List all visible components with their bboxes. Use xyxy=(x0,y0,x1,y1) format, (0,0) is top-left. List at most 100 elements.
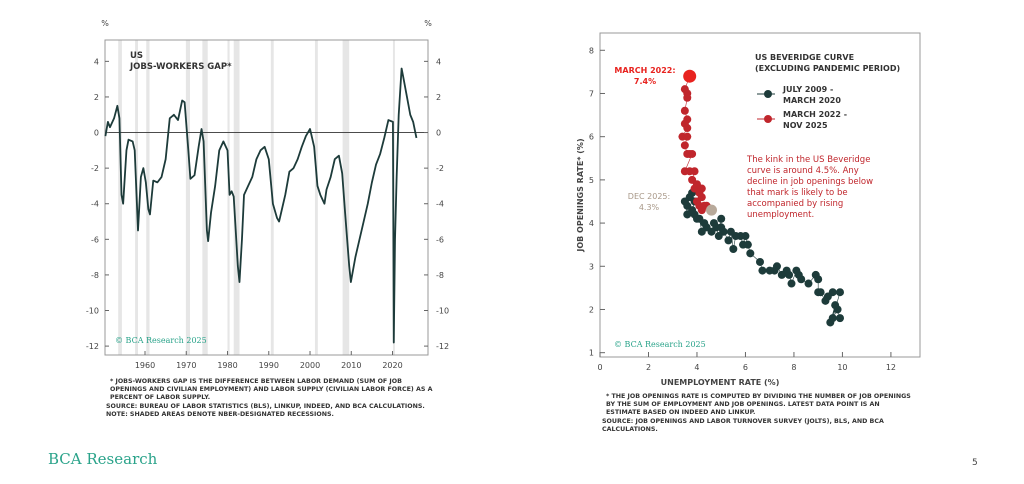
annotation-march-2022: MARCH 2022: xyxy=(614,66,675,75)
point-march-2022 xyxy=(683,69,697,83)
point-2022-2025 xyxy=(697,206,706,215)
left-note-source: SOURCE: BUREAU OF LABOR STATISTICS (BLS)… xyxy=(106,402,425,410)
y-tick-label-right: -2 xyxy=(436,164,444,173)
y-tick-label-right: -12 xyxy=(436,342,449,351)
y-tick-label-left: -4 xyxy=(91,200,99,209)
y-tick-label-left: -8 xyxy=(91,271,99,280)
recession-band xyxy=(185,40,190,355)
point-2009-2020 xyxy=(787,279,796,288)
y-tick-label-right: 2 xyxy=(436,93,441,102)
watermark: © BCA Research 2025 xyxy=(614,340,706,349)
point-2009-2020 xyxy=(821,296,830,305)
chart-title-line: US BEVERIDGE CURVE xyxy=(755,53,854,62)
x-axis-label: UNEMPLOYMENT RATE (%) xyxy=(661,378,780,387)
point-2009-2020 xyxy=(680,197,689,206)
x-tick-label: 6 xyxy=(743,363,748,372)
annotation-kink-text: unemployment. xyxy=(747,210,814,220)
y-tick-label-left: -12 xyxy=(86,342,99,351)
point-2009-2020 xyxy=(746,249,755,258)
right-footnote: * THE JOB OPENINGS RATE IS COMPUTED BY D… xyxy=(602,393,912,434)
right-note-source: SOURCE: JOB OPENINGS AND LABOR TURNOVER … xyxy=(602,417,884,433)
point-2009-2020 xyxy=(804,279,813,288)
x-tick-label: 8 xyxy=(791,363,796,372)
point-2009-2020 xyxy=(697,227,706,236)
annotation-kink-text: decline in job openings below xyxy=(747,177,873,187)
recession-band xyxy=(342,40,350,355)
y-tick-label-right: -8 xyxy=(436,271,444,280)
point-2009-2020 xyxy=(729,245,738,253)
y-tick-label: 5 xyxy=(589,176,594,185)
recession-band xyxy=(233,40,240,355)
legend-marker xyxy=(764,90,772,98)
y-axis-label: JOB OPENINGS RATE* (%) xyxy=(576,138,585,252)
legend-label: MARCH 2020 xyxy=(783,96,841,105)
point-2009-2020 xyxy=(709,219,718,228)
point-2009-2020 xyxy=(836,288,844,297)
x-tick-label: 1970 xyxy=(176,361,196,370)
recession-band xyxy=(118,40,122,355)
x-tick-label: 2000 xyxy=(300,361,320,370)
right-note-definition: * THE JOB OPENINGS RATE IS COMPUTED BY D… xyxy=(606,393,911,417)
point-2022-2025 xyxy=(688,149,697,158)
y-tick-label-right: -4 xyxy=(436,200,444,209)
x-tick-label: 4 xyxy=(694,363,699,372)
y-tick-label-left: 2 xyxy=(94,93,99,102)
legend-label: MARCH 2022 - xyxy=(783,110,847,119)
point-2009-2020 xyxy=(739,240,748,249)
point-2009-2020 xyxy=(756,257,764,266)
y-tick-label: 4 xyxy=(589,219,594,228)
y-tick-label-right: -6 xyxy=(436,235,444,244)
y-tick-label-left: 4 xyxy=(94,57,99,66)
point-2022-2025 xyxy=(683,93,692,102)
point-2022-2025 xyxy=(680,141,689,150)
point-2022-2025 xyxy=(683,124,692,133)
point-2009-2020 xyxy=(724,236,733,245)
y-tick-label-left: -10 xyxy=(86,307,99,316)
y-tick-label: 7 xyxy=(589,89,594,98)
y-tick-label-left: -6 xyxy=(91,235,99,244)
recession-band xyxy=(314,40,318,355)
left-note-recessions: NOTE: SHADED AREAS DENOTE NBER-DESIGNATE… xyxy=(106,410,334,418)
point-2009-2020 xyxy=(811,270,820,279)
watermark: © BCA Research 2025 xyxy=(115,336,207,345)
y-tick-label: 2 xyxy=(589,305,594,314)
point-2009-2020 xyxy=(683,210,692,219)
x-tick-label: 1990 xyxy=(259,361,279,370)
annotation-kink-text: accompanied by rising xyxy=(747,199,843,209)
x-tick-label: 10 xyxy=(837,363,847,372)
chart-title-line: (EXCLUDING PANDEMIC PERIOD) xyxy=(755,64,900,73)
annotation-kink-text: curve is around 4.5%. Any xyxy=(747,166,859,176)
point-dec-2025 xyxy=(706,204,718,216)
x-tick-label: 2 xyxy=(646,363,651,372)
x-tick-label: 2020 xyxy=(382,361,402,370)
point-2009-2020 xyxy=(814,288,823,297)
point-2009-2020 xyxy=(717,214,726,223)
chart-title-line: JOBS-WORKERS GAP* xyxy=(129,62,232,72)
y-tick-label-right: 4 xyxy=(436,57,441,66)
y-tick-label: 1 xyxy=(589,349,594,358)
annotation-dec-2025: DEC 2025: xyxy=(628,192,670,201)
chart-title-line: US xyxy=(130,51,143,61)
x-tick-label: 0 xyxy=(597,363,602,372)
point-2009-2020 xyxy=(792,266,801,275)
legend-label: JULY 2009 - xyxy=(782,85,833,94)
annotation-march-2022: 7.4% xyxy=(634,77,656,86)
y-tick-label: 8 xyxy=(589,46,594,55)
y-tick-label-left: 0 xyxy=(94,129,99,138)
plot-frame xyxy=(599,32,921,358)
annotation-kink-text: The kink in the US Beveridge xyxy=(746,155,870,165)
left-note-definition: * JOBS-WORKERS GAP IS THE DIFFERENCE BET… xyxy=(110,378,433,402)
plot-frame xyxy=(104,39,429,356)
y-unit-left: % xyxy=(101,19,109,28)
recession-band xyxy=(227,40,230,355)
y-tick-label-left: -2 xyxy=(91,164,99,173)
point-2009-2020 xyxy=(777,270,786,279)
bca-logo: BCA Research xyxy=(48,450,158,468)
annotation-dec-2025: 4.3% xyxy=(639,203,660,212)
point-2009-2020 xyxy=(836,314,844,323)
x-tick-label: 12 xyxy=(886,363,896,372)
legend-label: NOV 2025 xyxy=(783,121,828,130)
point-2022-2025 xyxy=(683,132,692,141)
legend-marker xyxy=(764,115,772,123)
